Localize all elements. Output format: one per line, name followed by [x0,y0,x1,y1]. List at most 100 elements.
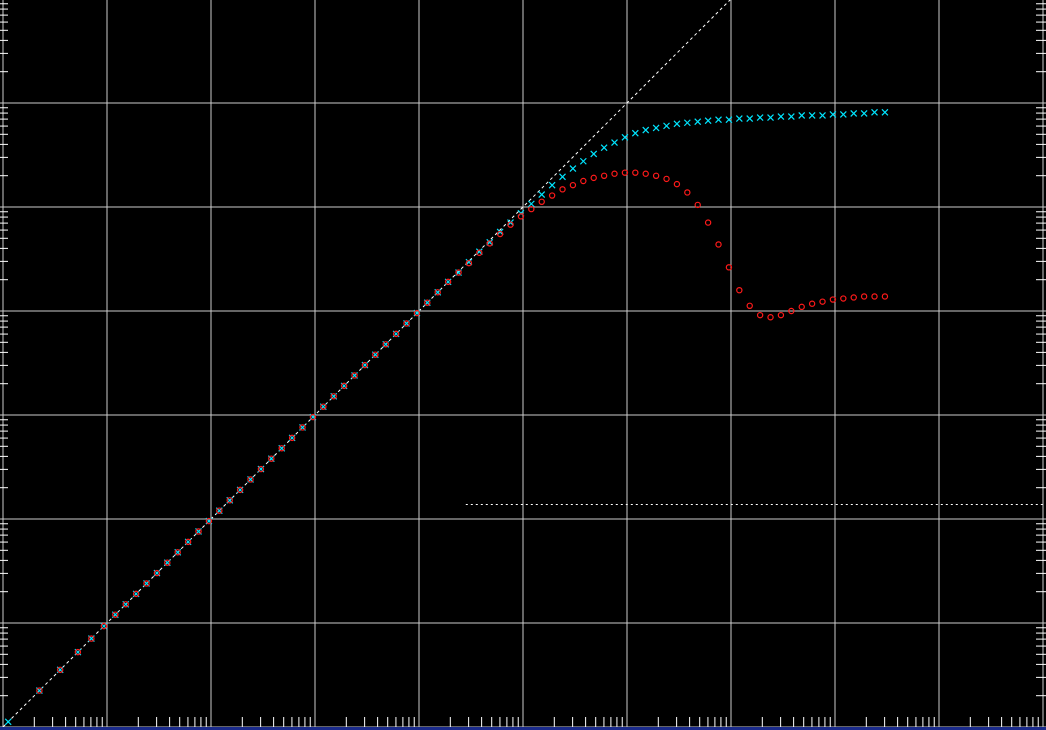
data-point-circle [819,298,826,305]
data-point-circle [600,172,608,179]
data-point-circle [746,302,753,309]
data-point-circle [257,465,265,473]
data-point-cross [839,111,847,118]
data-point-circle [465,259,473,267]
data-point-circle [184,538,192,546]
data-point-cross [819,112,826,119]
data-point-circle [476,249,483,256]
data-point-circle [507,221,514,228]
data-point-circle [850,294,857,301]
data-point-circle [829,296,837,303]
data-point-circle [413,309,421,317]
data-point-circle [164,559,171,566]
data-point-circle [278,445,285,452]
data-point-circle [611,170,618,177]
data-point-circle [496,230,504,238]
data-point-cross [652,124,660,132]
series-1 [36,169,889,694]
data-point-cross [715,116,722,124]
data-point-cross [527,200,535,208]
data-point-cross [611,139,618,146]
data-point-cross [621,133,629,141]
data-point-circle [403,320,410,327]
data-point-circle [621,169,629,176]
data-point-circle [767,314,774,321]
data-point-circle [372,351,379,358]
data-point-circle [57,666,64,674]
data-point-cross [798,112,806,119]
data-point-circle [538,198,545,205]
data-point-circle [361,361,369,369]
data-point-circle [590,174,597,182]
data-point-circle [736,287,743,294]
data-point-circle [528,205,535,213]
data-point-circle [788,307,795,315]
data-point-circle [663,175,670,183]
data-point-cross [767,114,774,121]
data-point-cross [548,181,556,189]
data-point-cross [590,150,598,158]
data-point-circle [424,299,431,306]
data-point-cross [631,129,639,137]
data-point-cross [860,109,868,117]
data-point-circle [569,181,577,189]
data-point-circle [517,213,525,220]
data-point-cross [538,191,546,198]
data-point-circle [88,635,95,642]
series-0 [4,108,889,726]
data-point-circle [309,413,317,421]
data-point-circle [715,241,722,248]
data-point-circle [382,341,389,348]
data-point-cross [704,117,712,125]
data-point-circle [434,289,441,296]
data-point-circle [100,622,108,630]
data-point-circle [268,455,275,462]
data-point-circle [320,403,327,410]
data-point-cross [871,108,878,116]
data-point-cross [600,144,608,152]
data-point-circle [725,264,733,271]
data-point-circle [153,569,161,577]
data-point-cross [808,112,816,119]
data-point-circle [392,330,400,338]
data-point-cross [559,173,566,181]
axis-ticks [0,3,1046,727]
data-point-circle [871,293,878,300]
data-point-circle [673,180,681,188]
data-point-cross [850,109,858,117]
data-point-circle [288,434,296,442]
data-point-cross [725,116,733,124]
data-point-circle [195,528,202,535]
window-bottom-edge [0,727,1046,730]
data-point-circle [351,372,358,379]
data-point-circle [756,311,764,319]
data-point-circle [444,278,452,286]
data-point-circle [455,269,462,276]
data-point-circle [559,186,566,193]
data-point-circle [548,192,556,199]
data-point-cross [735,115,743,123]
data-point-circle [632,169,639,176]
data-point-circle [777,311,785,319]
data-point-circle [684,189,691,196]
reference-line-y-equals-x [2,0,731,727]
data-point-cross [746,115,754,123]
data-point-circle [36,687,43,694]
data-point-circle [132,590,140,598]
data-point-circle [704,219,712,226]
data-point-circle [330,393,337,400]
data-point-cross [881,108,889,116]
data-point-cross [694,118,702,126]
data-point-circle [216,507,223,514]
data-point-cross [569,165,577,172]
data-point-circle [226,497,233,504]
data-point-circle [74,648,82,656]
data-point-circle [299,424,306,431]
data-point-circle [247,476,254,483]
data-point-circle [642,170,649,177]
data-point-circle [808,300,816,307]
data-point-cross [579,157,587,165]
